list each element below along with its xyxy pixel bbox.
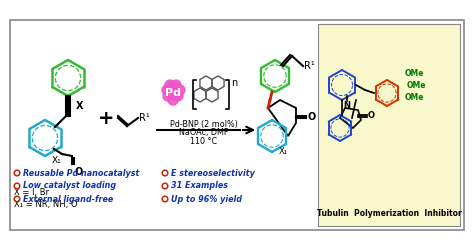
- Circle shape: [175, 85, 185, 95]
- Text: O: O: [368, 112, 375, 121]
- Circle shape: [166, 89, 176, 99]
- Text: X: X: [76, 101, 83, 111]
- Text: X₁: X₁: [52, 156, 62, 165]
- Text: X₁ = NR, NH, O: X₁ = NR, NH, O: [14, 199, 78, 209]
- Text: Pd-BNP (2 mol%): Pd-BNP (2 mol%): [170, 120, 238, 128]
- Text: E stereoselectivity: E stereoselectivity: [171, 168, 255, 178]
- Text: Tubulin  Polymerization  Inhibitor: Tubulin Polymerization Inhibitor: [317, 209, 461, 217]
- Text: X₁: X₁: [278, 147, 288, 155]
- Text: OMe: OMe: [407, 81, 427, 90]
- Text: Pd: Pd: [165, 88, 181, 98]
- Circle shape: [165, 80, 175, 90]
- Text: Low catalyst loading: Low catalyst loading: [23, 182, 116, 190]
- Text: N: N: [344, 100, 350, 110]
- FancyBboxPatch shape: [10, 20, 464, 230]
- Circle shape: [163, 91, 173, 101]
- Circle shape: [171, 80, 181, 90]
- Text: X = I, Br: X = I, Br: [14, 188, 49, 197]
- Text: OMe: OMe: [405, 68, 425, 77]
- Text: 31 Examples: 31 Examples: [171, 182, 228, 190]
- Text: Reusable Pd nanocatalyst: Reusable Pd nanocatalyst: [23, 168, 139, 178]
- Text: +: +: [98, 109, 114, 127]
- Circle shape: [173, 91, 183, 101]
- Circle shape: [164, 83, 174, 93]
- Text: 110 °C: 110 °C: [191, 137, 218, 147]
- Circle shape: [162, 85, 172, 95]
- Text: n: n: [231, 78, 237, 88]
- Circle shape: [168, 95, 178, 105]
- FancyBboxPatch shape: [318, 24, 460, 226]
- Text: O: O: [308, 112, 316, 122]
- Text: R¹: R¹: [139, 113, 150, 123]
- Text: R¹: R¹: [304, 61, 315, 71]
- Text: OMe: OMe: [405, 93, 425, 102]
- Text: External ligand-free: External ligand-free: [23, 194, 113, 204]
- Circle shape: [168, 86, 178, 96]
- Text: NaOAc, DMF: NaOAc, DMF: [179, 128, 228, 137]
- Circle shape: [170, 83, 180, 93]
- Text: O: O: [75, 167, 83, 177]
- Text: Up to 96% yield: Up to 96% yield: [171, 194, 242, 204]
- Circle shape: [172, 88, 182, 98]
